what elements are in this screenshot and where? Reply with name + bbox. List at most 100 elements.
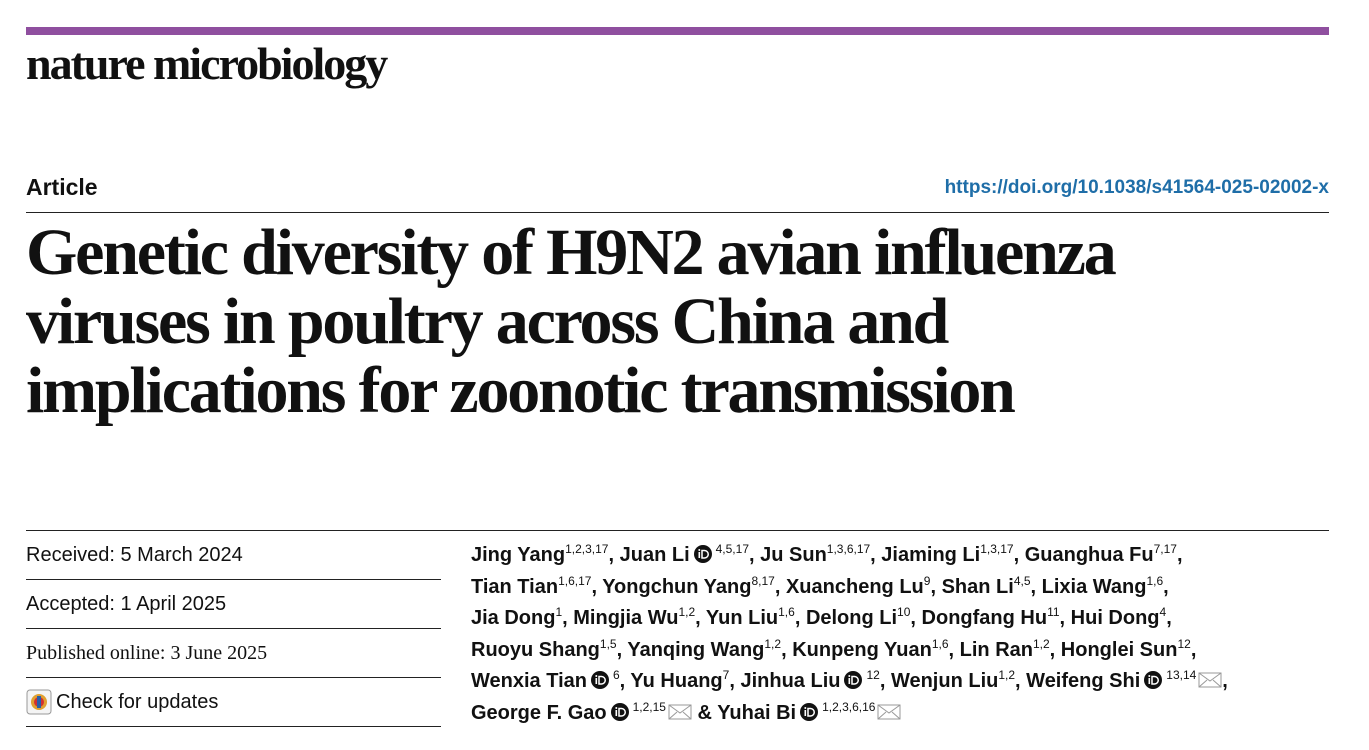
envelope-icon: [1198, 668, 1222, 700]
affiliations: 1,2,15: [632, 699, 666, 714]
orcid-icon: [693, 542, 712, 574]
author-line: Ruoyu Shang1,5, Yanqing Wang1,2, Kunpeng…: [471, 635, 1228, 667]
separator: ,: [774, 575, 781, 598]
affiliations: 12: [1177, 636, 1191, 651]
article-type: Article: [26, 174, 98, 200]
affiliations: 1,2,3,17: [565, 542, 609, 556]
author-name: Jing Yang: [471, 544, 566, 566]
dates: Received: 5 March 2024 Accepted: 1 April…: [26, 531, 441, 727]
separator: ,: [749, 544, 755, 566]
journal-name: nature microbiology: [26, 38, 388, 89]
envelope-icon: [877, 700, 901, 732]
author-name: Yanqing Wang: [627, 638, 765, 661]
affiliations: 1,5: [599, 636, 617, 651]
affiliations: 10: [897, 605, 911, 620]
updates-row: Check for updates: [26, 678, 441, 727]
orcid-icon: [610, 700, 629, 732]
orcid-glyph: [610, 702, 629, 721]
separator: ,: [910, 607, 916, 630]
affiliations: 4,5: [1013, 573, 1031, 588]
author-name: Honglei Sun: [1060, 638, 1178, 661]
check-updates[interactable]: Check for updates: [26, 678, 441, 726]
author-name: Dongfang Hu: [921, 607, 1048, 630]
author-line: George F. Gao 1,2,15 & Yuhai Bi 1,2,3,6,16: [471, 698, 1228, 730]
author-name: Lixia Wang: [1041, 575, 1147, 598]
orcid-glyph: [1144, 671, 1163, 690]
affiliations: 1,6: [778, 605, 795, 620]
check-updates-text: Check for updates: [56, 691, 219, 713]
author-name: Xuancheng Lu: [785, 575, 924, 598]
author-name: Delong Li: [805, 607, 898, 630]
separator: ,: [1059, 607, 1066, 630]
title-line: implications for zoonotic transmission: [26, 354, 1016, 427]
updates-icon: [26, 689, 52, 715]
envelope-glyph: [1198, 672, 1222, 688]
orcid-glyph: [800, 702, 819, 721]
separator: ,: [695, 607, 701, 630]
separator: ,: [1222, 670, 1228, 693]
published-date: Published online: 3 June 2025: [26, 629, 441, 678]
affiliations: 11: [1047, 605, 1060, 620]
author-name: Juan Li: [619, 544, 690, 566]
affiliations: 1,6: [931, 636, 949, 651]
affiliations: 1: [555, 605, 563, 620]
separator: ,: [1166, 607, 1172, 630]
affiliations: 1,3,6,17: [826, 542, 871, 556]
title: Genetic diversity of H9N2 avian influenz…: [26, 216, 1117, 427]
affiliations: 13,14: [1166, 668, 1197, 683]
separator: ,: [562, 607, 568, 630]
separator: ,: [948, 638, 955, 661]
orcid-glyph: [693, 545, 712, 563]
affiliations: 7: [722, 668, 730, 683]
separator: ,: [1013, 544, 1020, 566]
author-name: Yun Liu: [705, 607, 779, 630]
author-name: Lin Ran: [959, 638, 1033, 661]
affiliations: 1,3,17: [980, 542, 1014, 556]
affiliations: 1,2: [764, 636, 782, 651]
orcid-icon: [1144, 668, 1163, 700]
separator: ,: [608, 544, 615, 566]
author-name: Weifeng Shi: [1026, 670, 1141, 693]
affiliations: 1,6: [1146, 573, 1164, 588]
author-list: Jing Yang1,2,3,17, Juan Li 4,5,17, Ju Sun…: [471, 540, 1228, 730]
author-name: Wenjun Liu: [890, 670, 999, 693]
separator: ,: [729, 670, 735, 693]
author-name: Yuhai Bi: [717, 701, 797, 724]
rule: [26, 212, 1329, 213]
separator: ,: [1176, 544, 1183, 566]
orcid-icon: [844, 668, 863, 700]
affiliations: 4: [1159, 605, 1167, 620]
affiliations: 6: [612, 668, 620, 683]
author-name: Jinhua Liu: [740, 670, 841, 693]
affiliations: 8,17: [751, 573, 775, 588]
title-line: viruses in poultry across China and: [26, 285, 949, 358]
separator: ,: [781, 638, 787, 661]
affiliations: 1,2: [998, 668, 1016, 683]
separator: ,: [794, 607, 801, 630]
title-line: Genetic diversity of H9N2 avian influenz…: [26, 216, 1117, 289]
author-name: Shan Li: [941, 575, 1014, 598]
author-name: Jia Dong: [471, 607, 556, 630]
separator: ,: [870, 544, 876, 566]
author-name: Mingjia Wu: [573, 607, 679, 630]
author-name: Yongchun Yang: [602, 575, 752, 598]
doi-link[interactable]: https://doi.org/10.1038/s41564-025-02002…: [944, 177, 1329, 198]
separator: &: [697, 701, 712, 724]
author-name: Guanghua Fu: [1024, 544, 1154, 566]
envelope-icon: [668, 700, 692, 732]
envelope-glyph: [668, 704, 692, 720]
separator: ,: [616, 638, 623, 661]
affiliations: 1,2,3,6,16: [822, 699, 876, 714]
separator: ,: [930, 575, 937, 598]
author-line: Jing Yang1,2,3,17, Juan Li 4,5,17, Ju Sun…: [471, 540, 1228, 572]
affiliations: 4,5,17: [715, 542, 749, 556]
top-bar: [26, 27, 1329, 35]
orcid-glyph: [844, 671, 863, 690]
rule: [26, 530, 1329, 531]
affiliations: 1,2: [678, 605, 696, 620]
separator: ,: [1163, 575, 1169, 598]
separator: ,: [1030, 575, 1037, 598]
author-name: Hui Dong: [1070, 607, 1160, 630]
affiliations: 9: [923, 573, 931, 588]
received-date: Received: 5 March 2024: [26, 531, 441, 580]
